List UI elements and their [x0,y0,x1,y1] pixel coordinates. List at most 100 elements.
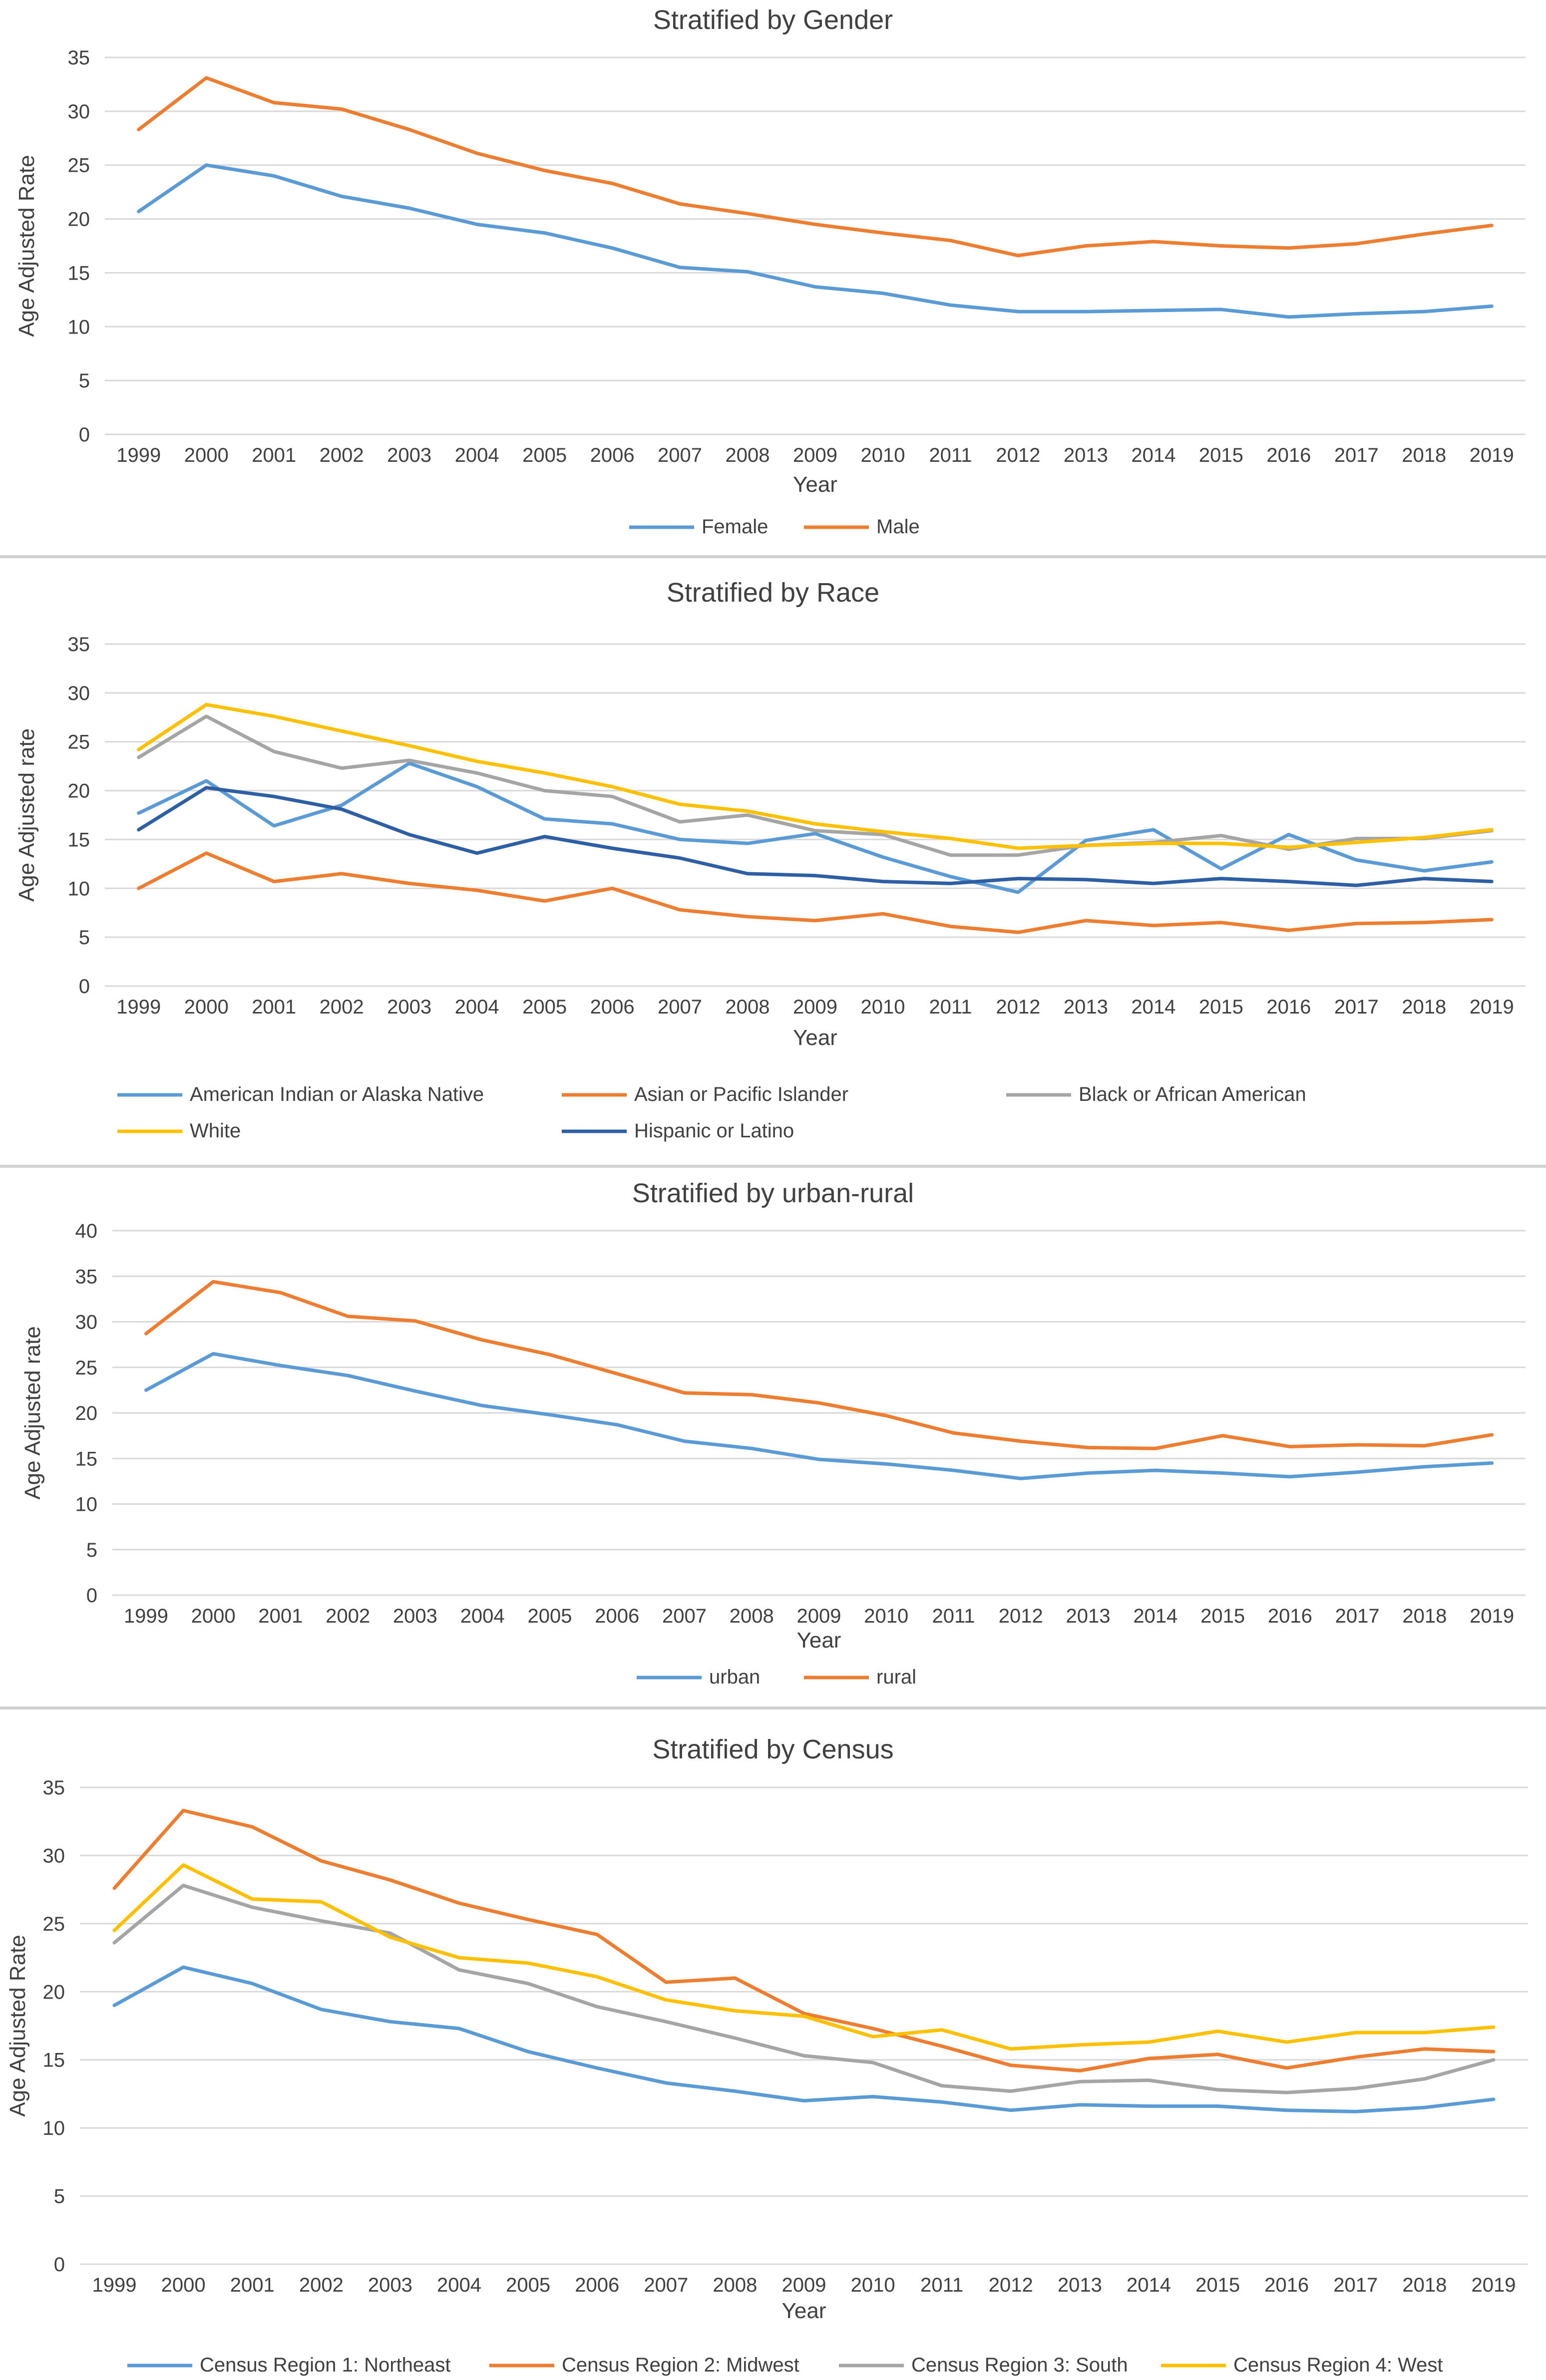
y-tick-label: 20 [75,1402,98,1424]
x-tick-label: 2017 [1333,2274,1378,2296]
x-tick-label: 2006 [595,1605,639,1627]
data-point-census-region-2-midwest [1423,2047,1426,2050]
data-point-census-region-3-south [1216,2088,1219,2091]
data-point-white [611,785,614,788]
data-point-asian-or-pacific-islander [746,915,750,919]
data-point-white [813,822,817,826]
data-point-rural [413,1319,417,1323]
data-point-hispanic-or-latino [1490,880,1494,883]
data-point-white [205,703,208,706]
data-point-male [611,182,614,185]
data-point-female [1490,305,1494,308]
data-point-census-region-3-south [182,1884,185,1887]
data-point-female [137,210,140,213]
data-point-white [137,748,140,751]
chart-panel-census: Stratified by Census 0 5 10 15 20 25 30 35 1999 20… [0,1712,1546,2380]
data-point-rural [952,1431,955,1435]
data-point-female [407,207,411,210]
y-axis-label: Age Adjusted Rate [14,155,39,337]
data-point-census-region-4-west [320,1900,323,1904]
data-point-male [1016,254,1020,257]
data-point-rural [481,1339,484,1342]
data-point-rural [346,1315,350,1318]
data-point-census-region-2-midwest [1078,2069,1082,2072]
data-point-census-region-1-northeast [664,2081,668,2085]
x-tick-label: 2013 [1064,996,1108,1018]
data-point-hispanic-or-latino [813,874,817,877]
data-point-white [1287,846,1290,849]
data-point-rural [750,1393,754,1396]
data-point-census-region-1-northeast [1492,2097,1495,2101]
data-point-white [1422,836,1426,839]
data-point-american-indian-or-alaska-native [475,785,479,788]
series-line-census-region-2-midwest [112,1808,1496,2072]
data-point-american-indian-or-alaska-native [678,838,682,841]
x-tick-label: 2016 [1266,996,1311,1018]
legend-label: Female [702,516,768,538]
x-tick-label: 2007 [658,996,702,1018]
x-tick-label: 2002 [320,996,364,1018]
data-point-urban [1087,1471,1090,1475]
data-point-female [340,195,344,198]
y-tick-label: 15 [43,2049,65,2071]
legend-label: Black or African American [1079,1083,1306,1105]
data-point-rural [1423,1444,1426,1447]
data-point-white [340,729,344,733]
data-point-census-region-3-south [1423,2077,1426,2080]
data-point-urban [884,1462,888,1466]
y-tick-label: 10 [43,2117,65,2139]
data-point-female [813,285,817,289]
data-point-white [407,744,411,747]
data-point-black-or-african-american [407,758,411,762]
y-tick-label: 25 [68,731,90,753]
data-point-urban [212,1352,215,1356]
x-tick-label: 2018 [1402,2274,1447,2296]
data-point-census-region-3-south [733,2037,737,2040]
x-tick-label: 2009 [797,1605,841,1627]
data-point-hispanic-or-latino [475,851,479,855]
data-point-male [272,101,276,104]
data-point-black-or-african-american [272,750,276,753]
x-tick-label: 2018 [1402,1605,1447,1627]
data-point-census-region-4-west [457,1956,461,1960]
data-point-census-region-4-west [251,1897,254,1901]
data-point-rural [1288,1445,1292,1448]
data-point-urban [481,1404,484,1407]
data-point-census-region-4-west [940,2028,944,2032]
data-point-american-indian-or-alaska-native [1084,839,1088,842]
data-point-census-region-4-west [182,1863,185,1867]
data-point-white [1016,847,1020,850]
data-point-census-region-2-midwest [251,1825,254,1829]
data-point-asian-or-pacific-islander [1016,931,1020,934]
y-tick-label: 35 [75,1266,98,1288]
data-point-hispanic-or-latino [340,807,344,811]
data-point-female [949,304,952,307]
data-point-census-region-3-south [1492,2058,1495,2061]
data-point-census-region-4-west [1078,2043,1082,2046]
data-point-census-region-4-west [1147,2040,1151,2044]
data-point-census-region-3-south [1354,2087,1357,2090]
data-point-urban [1490,1461,1494,1465]
x-tick-label: 2014 [1127,2274,1171,2296]
data-point-male [813,223,817,226]
legend-label: Census Region 3: South [911,2354,1128,2376]
data-point-census-region-4-west [113,1929,116,1932]
data-point-black-or-african-american [205,714,208,718]
data-point-black-or-african-american [611,795,614,798]
x-tick-label: 2015 [1199,444,1243,466]
x-tick-label: 2016 [1264,2274,1309,2296]
data-point-female [881,292,884,295]
x-tick-label: 2001 [252,996,296,1018]
data-point-male [137,128,140,131]
data-point-census-region-2-midwest [733,1977,737,1980]
data-point-rural [1154,1447,1157,1450]
data-point-census-region-1-northeast [182,1966,185,1969]
panel-divider [0,1706,1546,1709]
data-point-urban [1221,1471,1224,1475]
y-tick-label: 10 [75,1494,98,1516]
data-point-census-region-4-west [1285,2040,1288,2044]
data-point-census-region-4-west [1354,2031,1357,2035]
data-point-black-or-african-american [1219,834,1223,837]
legend-item-male: Male [804,516,920,538]
x-tick-label: 2019 [1470,996,1514,1018]
